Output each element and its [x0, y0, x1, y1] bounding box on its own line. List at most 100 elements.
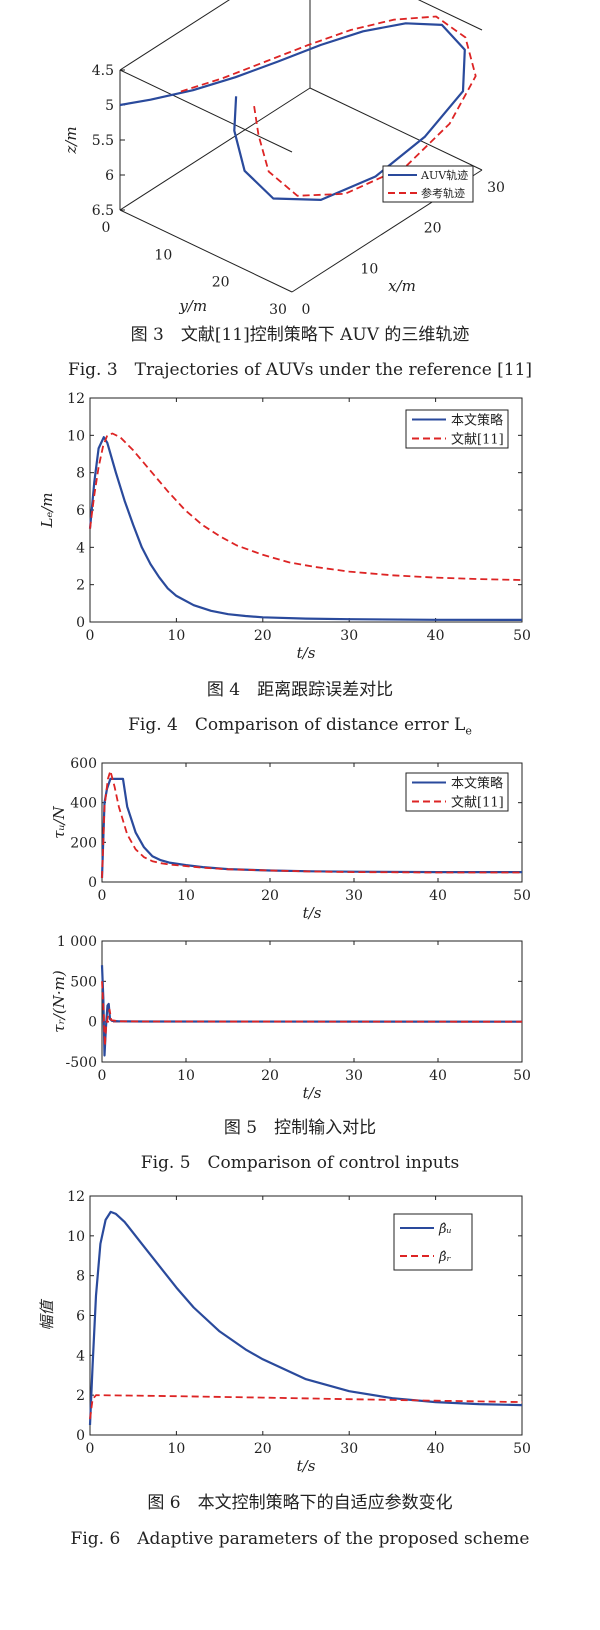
fig6-chart: 0 10 20 30 40 50 0 2 4 6 8 10 12 t/s 幅值 β̂ᵤ β̂ᵣ	[38, 1189, 531, 1475]
fig3-z-tick-label: 4.5	[92, 63, 114, 79]
fig3-series-auv-line	[119, 22, 466, 201]
fig5a-x-tick-label: 20	[261, 888, 279, 904]
fig5-caption-cn: 图 5 控制输入对比	[223, 1118, 377, 1138]
fig5-caption-en: Fig. 5 Comparison of control inputs	[140, 1153, 460, 1173]
fig4-y-tick-label: 0	[76, 615, 85, 631]
fig3-x-axis-label: x/m	[388, 277, 416, 295]
fig3-box-edge	[119, 69, 293, 153]
fig5a-y-tick-label: 0	[88, 875, 97, 891]
fig5a-legend-label: 文献[11]	[451, 796, 504, 811]
fig6-series-reference-line	[89, 1394, 523, 1420]
fig6-x-tick-label: 30	[340, 1441, 358, 1457]
fig4-y-axis-label: Lₑ/m	[38, 492, 56, 528]
fig3-z-tick-label: 6	[105, 168, 114, 184]
fig5b-series-reference-line	[101, 981, 523, 1047]
fig4-y-tick-label: 10	[67, 428, 85, 444]
fig6-x-axis-label: t/s	[297, 1457, 316, 1475]
fig5a-x-tick-label: 0	[98, 888, 107, 904]
fig4-legend-label: 本文策略	[451, 413, 503, 429]
fig3-y-tick-label: 10	[154, 247, 172, 263]
fig5a-y-axis-label: τᵤ/N	[50, 805, 68, 838]
fig3-box-edge	[119, 0, 230, 71]
fig5a-x-tick-label: 50	[513, 888, 531, 904]
fig3-y-tick-label: 30	[269, 302, 287, 318]
fig6-y-tick-label: 10	[67, 1229, 85, 1245]
fig5a-x-tick-label: 30	[345, 888, 363, 904]
fig6-y-tick-label: 0	[76, 1428, 85, 1444]
fig4-x-tick-label: 0	[86, 628, 95, 644]
fig6-series-proposed-line	[88, 1210, 523, 1426]
fig6-caption-cn: 图 6 本文控制策略下的自适应参数变化	[147, 1493, 453, 1513]
fig3-x-tick-label: 10	[360, 261, 378, 277]
fig5a-y-tick-label: 400	[70, 796, 97, 812]
fig3-box-edge	[119, 209, 293, 293]
fig4-x-tick-label: 20	[254, 628, 272, 644]
fig4-caption-cn: 图 4 距离跟踪误差对比	[206, 680, 394, 700]
fig6-y-tick-label: 8	[76, 1269, 85, 1285]
fig3-box-edge	[309, 87, 483, 171]
fig6-x-tick-label: 10	[167, 1441, 185, 1457]
fig3-legend-label: AUV轨迹	[420, 168, 468, 182]
fig4-x-tick-label: 10	[167, 628, 185, 644]
fig3-series-reference-line	[180, 15, 477, 197]
fig5b-y-tick-label: 1 000	[57, 934, 97, 950]
fig3-legend-box	[382, 165, 474, 203]
fig3-x-tick-label: 0	[302, 302, 311, 318]
fig5b-x-tick-label: 30	[345, 1068, 363, 1084]
fig4-y-tick-label: 4	[76, 540, 85, 556]
fig3-box-edge	[417, 0, 483, 31]
fig4-series-reference-line	[89, 432, 523, 581]
fig5b-y-tick-label: 0	[88, 1015, 97, 1031]
fig4-y-tick-label: 6	[76, 503, 85, 519]
fig5b-plot-area	[101, 940, 523, 1063]
fig5a-legend-box	[405, 772, 509, 812]
fig3-legend-label: 参考轨迹	[421, 186, 465, 200]
fig5b-x-tick-label: 20	[261, 1068, 279, 1084]
fig6-legend-label: β̂ᵣ	[438, 1250, 452, 1265]
fig4-y-tick-label: 12	[67, 391, 85, 407]
fig5a-y-tick-label: 600	[70, 756, 97, 772]
fig4-caption-en-sub: e	[465, 724, 472, 738]
fig3-x-tick-label: 20	[424, 221, 442, 237]
fig5b-x-tick-label: 40	[429, 1068, 447, 1084]
fig5b-y-axis-label: τᵣ/(N·m)	[50, 970, 68, 1033]
fig4-x-tick-label: 30	[340, 628, 358, 644]
fig4-legend-label: 文献[11]	[451, 433, 504, 448]
fig4-y-tick-label: 8	[76, 466, 85, 482]
fig3-z-tick-label: 6.5	[92, 203, 114, 219]
fig5a-x-tick-label: 40	[429, 888, 447, 904]
fig3-box-edge	[119, 87, 311, 211]
fig5b-y-tick-label: 500	[70, 974, 97, 990]
fig4-x-tick-label: 50	[513, 628, 531, 644]
fig4-legend-box	[405, 409, 509, 449]
fig5a-series-reference-line	[101, 770, 522, 879]
fig6-y-tick-label: 6	[76, 1309, 85, 1325]
fig5b-x-tick-label: 0	[98, 1068, 107, 1084]
fig5a-y-tick-label: 200	[70, 835, 97, 851]
fig4-x-tick-label: 40	[427, 628, 445, 644]
fig4-x-axis-label: t/s	[297, 644, 316, 662]
fig3-z-axis-label: z/m	[62, 126, 80, 154]
fig5a-x-axis-label: t/s	[303, 904, 322, 922]
fig3-caption-en: Fig. 3 Trajectories of AUVs under the re…	[67, 360, 533, 380]
fig5b-y-tick-label: -500	[66, 1055, 97, 1071]
fig3-y-axis-label: y/m	[178, 297, 207, 315]
fig5b-x-axis-label: t/s	[303, 1084, 322, 1102]
fig6-x-tick-label: 50	[513, 1441, 531, 1457]
fig5a-x-tick-label: 10	[177, 888, 195, 904]
fig5a-legend-label: 本文策略	[451, 776, 503, 792]
fig3-z-tick-label: 5.5	[92, 133, 114, 149]
fig6-legend-box	[393, 1213, 473, 1271]
fig6-y-tick-label: 12	[67, 1189, 85, 1205]
fig4-y-tick-label: 2	[76, 578, 85, 594]
fig4-caption-en: Fig. 4 Comparison of distance error L	[128, 715, 466, 735]
fig6-x-tick-label: 40	[427, 1441, 445, 1457]
fig5b-x-tick-label: 50	[513, 1068, 531, 1084]
fig3-y-tick-label: 20	[212, 275, 230, 291]
fig4-caption-en-wrap: Fig. 4 Comparison of distance error Le	[0, 710, 600, 737]
